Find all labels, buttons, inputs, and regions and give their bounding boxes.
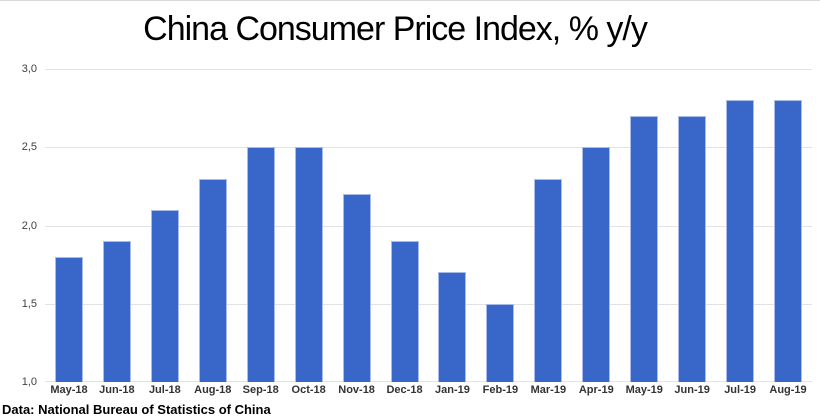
bar-slot — [524, 69, 572, 382]
x-tick-label: Jan-19 — [435, 384, 470, 396]
y-tick-label: 1,5 — [21, 297, 37, 310]
x-tick-label: Apr-19 — [578, 384, 614, 396]
bar-slot — [764, 69, 812, 382]
bar-slot — [429, 69, 477, 382]
bar-slot — [620, 69, 668, 382]
x-tick-label: Aug-18 — [194, 384, 232, 396]
bars — [45, 69, 812, 382]
bar-slot — [381, 69, 429, 382]
plot-area — [45, 69, 812, 382]
x-tick-label: Jul-18 — [148, 384, 181, 396]
bar — [774, 100, 803, 382]
gridline — [45, 69, 812, 70]
bar-slot — [668, 69, 716, 382]
y-tick-label: 1,0 — [21, 376, 37, 388]
bar — [102, 241, 131, 382]
bar-slot — [333, 69, 381, 382]
bar — [390, 241, 419, 382]
y-tick-label: 2,5 — [21, 141, 37, 154]
bar-slot — [189, 69, 237, 382]
x-tick-label: Dec-18 — [386, 384, 423, 396]
gridline — [45, 303, 812, 305]
y-axis-labels: 3,0 2,5 2,0 1,5 1,0 — [0, 63, 37, 388]
x-tick-label: Jun-19 — [674, 384, 710, 396]
bar-slot — [93, 69, 141, 382]
bar — [726, 100, 755, 382]
x-tick-label: Nov-18 — [338, 384, 375, 396]
bar-slot — [716, 69, 764, 382]
bar-slot — [237, 69, 285, 382]
source-note: Data: National Bureau of Statistics of C… — [2, 402, 271, 417]
y-tick-label: 2,0 — [21, 219, 37, 232]
bar — [582, 147, 611, 382]
bar — [534, 178, 563, 382]
x-tick-label: Oct-18 — [291, 384, 326, 396]
x-tick-label: Aug-19 — [769, 384, 807, 396]
bar — [342, 194, 371, 382]
bar — [150, 209, 179, 382]
bar-slot — [285, 69, 333, 382]
gridline — [45, 381, 812, 382]
bar — [438, 272, 467, 382]
x-tick-label: Jul-19 — [724, 384, 756, 396]
bar-slot — [141, 69, 189, 382]
bar — [246, 147, 275, 382]
bar — [294, 147, 323, 382]
x-tick-label: May-18 — [50, 384, 88, 396]
bar — [486, 303, 515, 382]
bar — [678, 115, 707, 382]
gridline — [45, 225, 812, 227]
bar — [198, 178, 227, 382]
y-tick-label: 3,0 — [21, 63, 37, 75]
x-tick-label: Mar-19 — [530, 384, 567, 396]
bar — [630, 115, 659, 382]
bar-slot — [476, 69, 524, 382]
x-axis-labels: May-18 Jun-18 Jul-18 Aug-18 Sep-18 Oct-18 Nov-… — [45, 384, 812, 396]
chart-title: China Consumer Price Index, % y/y — [143, 10, 648, 48]
bar-slot — [45, 69, 93, 382]
bar — [54, 256, 83, 382]
x-tick-label: Jun-18 — [99, 384, 135, 396]
x-tick-label: May-19 — [625, 384, 663, 396]
bar-slot — [572, 69, 620, 382]
x-tick-label: Sep-18 — [242, 384, 279, 396]
x-tick-label: Feb-19 — [482, 384, 519, 396]
gridline — [45, 147, 812, 149]
